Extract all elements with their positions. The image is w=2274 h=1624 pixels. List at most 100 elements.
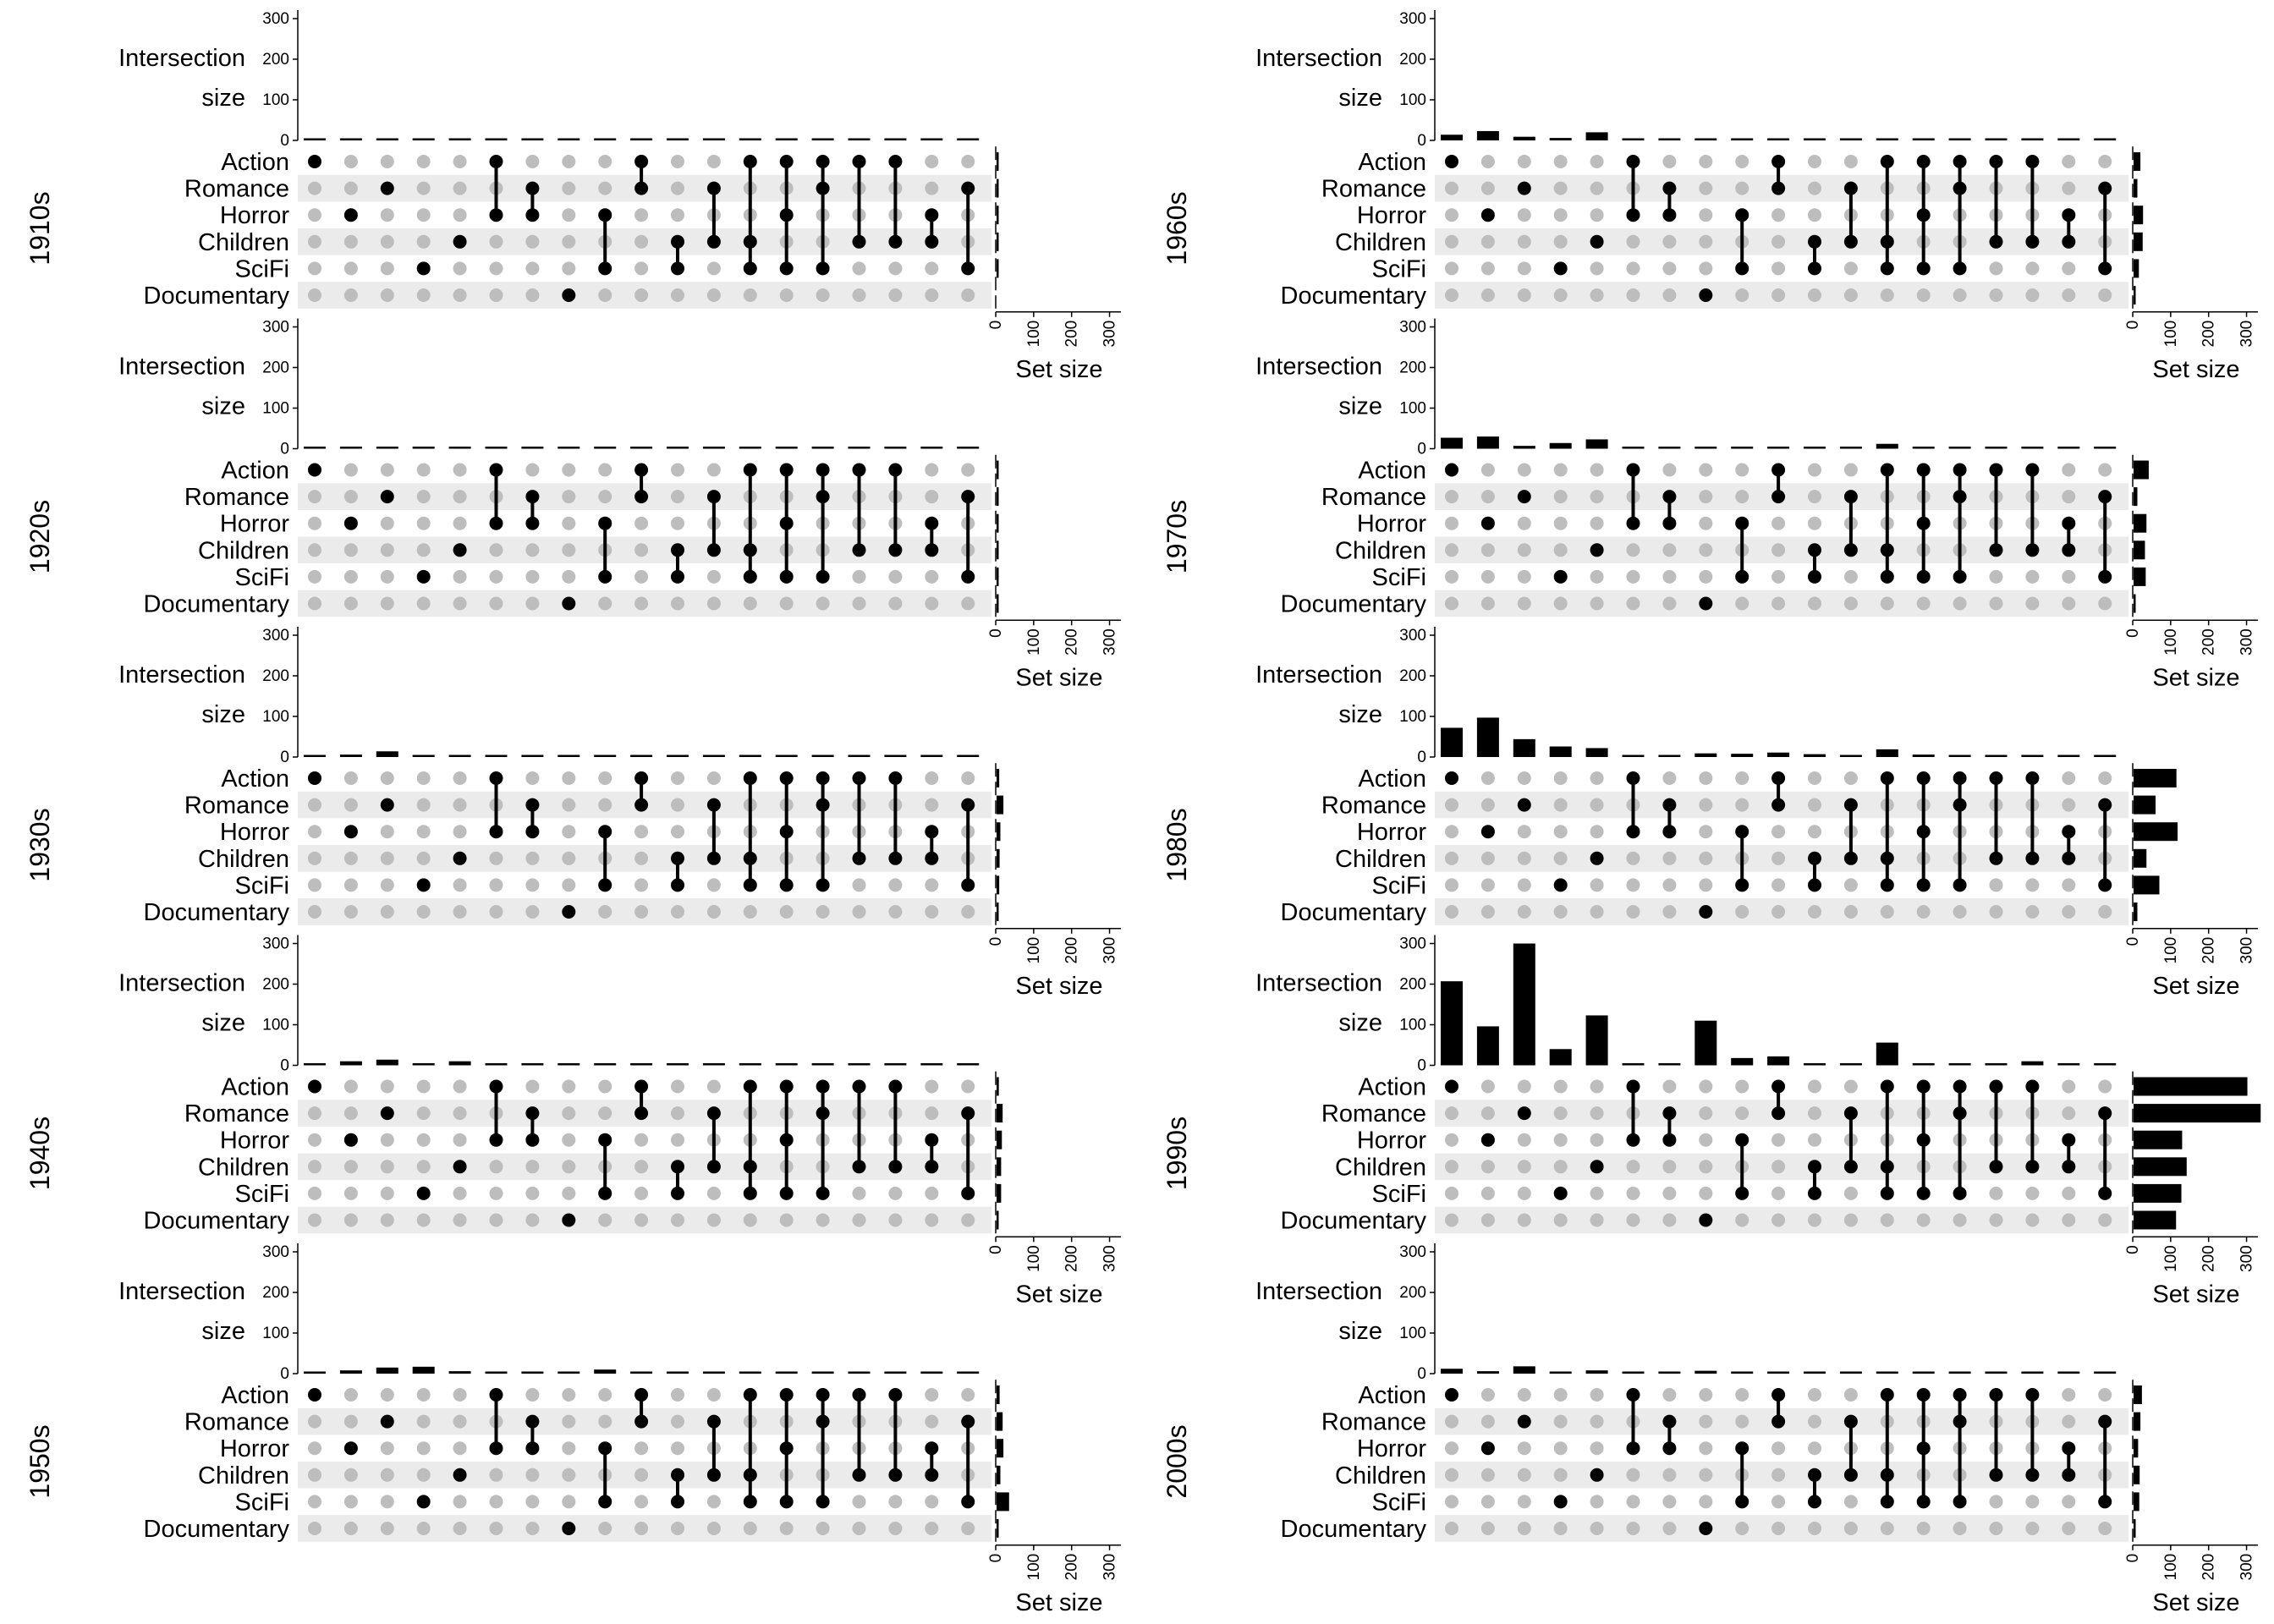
active-dot (1843, 1468, 1858, 1482)
intersection-bar (376, 138, 398, 140)
inactive-dot (343, 1213, 358, 1227)
active-dot (1662, 1414, 1677, 1429)
inactive-dot (1989, 1213, 2003, 1227)
inactive-dot (308, 569, 321, 584)
inactive-dot (380, 288, 394, 302)
inactive-dot (1771, 905, 1786, 919)
inactive-dot (416, 905, 431, 919)
active-dot (2098, 1414, 2112, 1429)
inactive-dot (416, 155, 431, 168)
set-size-tick-label: 300 (2238, 321, 2256, 348)
inactive-dot (416, 1079, 431, 1094)
set-size-tick-label: 200 (1063, 321, 1081, 348)
intersection-bar (1731, 754, 1754, 757)
inactive-dot (1662, 1186, 1677, 1200)
inactive-dot (308, 1495, 321, 1509)
inactive-dot (1735, 490, 1749, 504)
inactive-dot (489, 261, 503, 276)
set-size-bar (997, 1465, 1001, 1484)
active-dot (2062, 1468, 2076, 1482)
intersection-bar (811, 138, 834, 140)
inactive-dot (1445, 1186, 1458, 1200)
active-dot (779, 463, 794, 477)
inactive-dot (1771, 208, 1786, 222)
inactive-dot (416, 543, 431, 557)
inactive-dot (779, 1522, 794, 1535)
active-dot (816, 463, 830, 477)
inactive-dot (525, 596, 540, 611)
inactive-dot (1808, 905, 1821, 919)
inactive-dot (2062, 1079, 2076, 1094)
inactive-dot (1626, 569, 1640, 584)
set-size-tick-label: 200 (1063, 1554, 1081, 1581)
inactive-dot (1771, 825, 1786, 839)
inactive-dot (1662, 1468, 1677, 1482)
active-dot (925, 234, 939, 249)
active-dot (1699, 905, 1713, 919)
active-dot (816, 1495, 830, 1509)
inactive-dot (1553, 1468, 1568, 1482)
inactive-dot (706, 1388, 721, 1402)
active-dot (562, 596, 576, 611)
inactive-dot (1662, 1495, 1677, 1509)
active-dot (888, 234, 903, 249)
active-dot (525, 181, 540, 195)
inactive-dot (380, 1388, 394, 1402)
inactive-dot (489, 905, 503, 919)
intersection-bar (775, 1371, 798, 1374)
active-dot (961, 1106, 975, 1121)
active-dot (416, 1495, 431, 1509)
active-dot (671, 1160, 684, 1174)
intersection-bar (630, 1371, 653, 1374)
inactive-dot (925, 1079, 939, 1094)
active-dot (634, 1106, 649, 1121)
active-dot (852, 234, 866, 249)
active-dot (1771, 1414, 1786, 1429)
inactive-dot (1735, 1388, 1749, 1402)
inactive-dot (1480, 1495, 1495, 1509)
inactive-dot (1953, 288, 1967, 302)
intersection-bar (376, 1367, 398, 1374)
inactive-dot (380, 1522, 394, 1535)
inactive-dot (1480, 1160, 1495, 1174)
active-dot (1989, 1468, 2003, 1482)
inactive-dot (2062, 1522, 2076, 1535)
intersection-bar (1948, 138, 1971, 140)
active-dot (925, 1160, 939, 1174)
intersection-axis-label: size (201, 701, 245, 728)
inactive-dot (525, 569, 540, 584)
inactive-dot (380, 516, 394, 530)
active-dot (1445, 771, 1458, 785)
active-dot (1626, 1079, 1640, 1094)
inactive-dot (1590, 155, 1604, 168)
set-label: Children (1335, 1462, 1426, 1490)
active-dot (961, 1495, 975, 1509)
active-dot (1735, 261, 1749, 276)
intersection-bar (1476, 130, 1499, 140)
set-label: Children (198, 537, 289, 564)
y-tick-label: 300 (262, 10, 289, 28)
active-dot (1989, 234, 2003, 249)
active-dot (525, 516, 540, 530)
inactive-dot (416, 825, 431, 839)
active-dot (634, 798, 649, 812)
active-dot (2098, 878, 2112, 892)
set-size-bar (997, 232, 999, 251)
active-dot (1735, 1495, 1749, 1509)
inactive-dot (380, 1441, 394, 1456)
intersection-bar (448, 1061, 471, 1066)
set-label: Romance (1321, 1409, 1426, 1436)
inactive-dot (416, 234, 431, 249)
active-dot (1880, 851, 1894, 865)
inactive-dot (2098, 905, 2112, 919)
upset-panel: 1940s 0 100 200 300 Intersection size ActionRom… (25, 935, 1121, 1308)
active-dot (2062, 234, 2076, 249)
inactive-dot (562, 181, 576, 195)
set-size-bar (997, 540, 999, 560)
active-dot (489, 1441, 503, 1456)
active-dot (562, 905, 576, 919)
active-dot (2025, 155, 2040, 168)
inactive-dot (852, 1522, 866, 1535)
inactive-dot (1590, 905, 1604, 919)
inactive-dot (1699, 1468, 1713, 1482)
